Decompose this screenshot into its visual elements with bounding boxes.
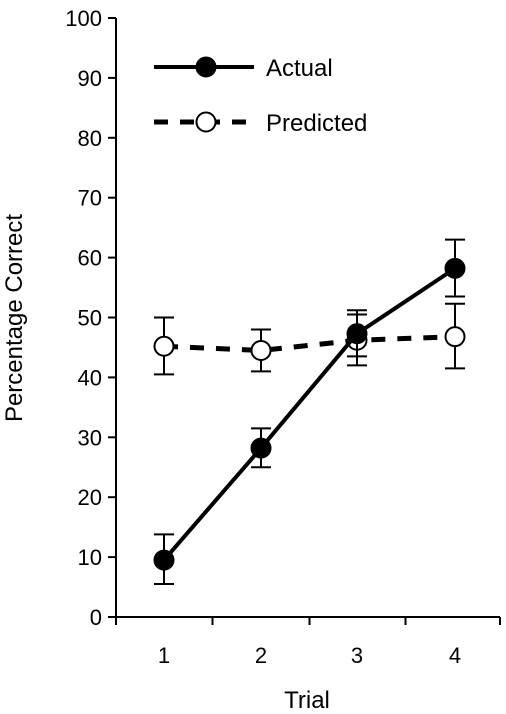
y-tick-label: 90 (78, 66, 102, 91)
y-tick-label: 70 (78, 186, 102, 211)
data-point (444, 326, 466, 348)
y-tick-label: 80 (78, 126, 102, 151)
x-tick-label: 4 (449, 643, 461, 668)
legend-label-actual: Actual (266, 55, 333, 82)
y-tick-label: 20 (78, 485, 102, 510)
data-point (153, 549, 175, 571)
x-axis-label: Trial (284, 687, 330, 714)
y-tick-label: 100 (65, 6, 102, 31)
axes (108, 17, 501, 625)
y-tick-label: 30 (78, 425, 102, 450)
data-point (250, 339, 272, 361)
data-point (444, 257, 466, 279)
y-tick-label: 50 (78, 306, 102, 331)
y-axis-label: Percentage Correct (1, 214, 28, 422)
x-tick-label: 1 (158, 643, 170, 668)
legend-label-predicted: Predicted (266, 110, 367, 137)
y-tick-label: 60 (78, 246, 102, 271)
legend: Actual Predicted (154, 55, 367, 137)
x-tick-label: 3 (351, 643, 363, 668)
data-point (346, 323, 368, 345)
series-line-predicted (163, 334, 456, 353)
data-point (153, 335, 175, 357)
data-point (250, 437, 272, 459)
series-actual (153, 238, 466, 586)
series-predicted (153, 302, 466, 376)
series-line-actual (162, 266, 457, 562)
legend-marker-predicted (195, 111, 217, 133)
y-tick-labels: 0 10 20 30 40 50 60 70 80 90 100 (65, 6, 102, 630)
y-tick-label: 0 (90, 605, 102, 630)
x-tick-label: 2 (255, 643, 267, 668)
y-tick-label: 10 (78, 545, 102, 570)
y-tick-label: 40 (78, 365, 102, 390)
series-layer (153, 238, 466, 586)
x-tick-labels: 1 2 3 4 (158, 643, 461, 668)
legend-marker-actual (195, 56, 217, 78)
